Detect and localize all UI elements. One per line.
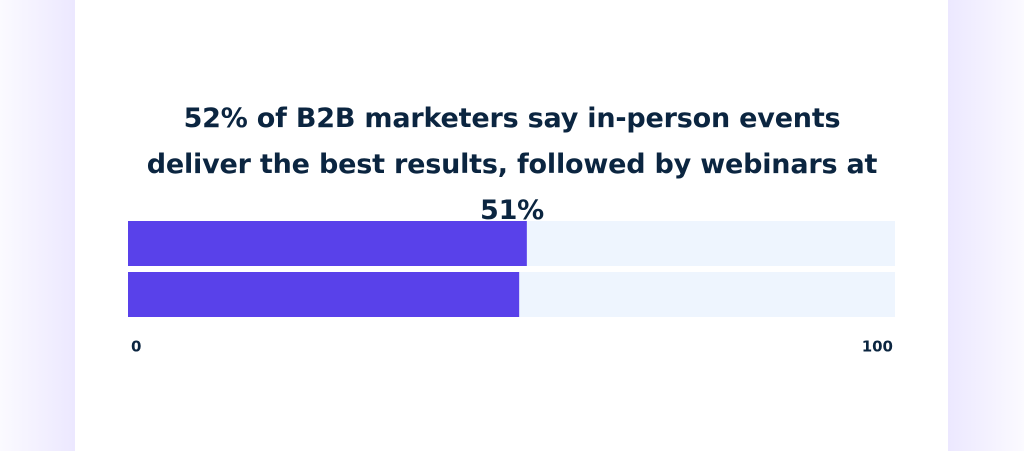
bar (128, 221, 527, 266)
bar (128, 272, 520, 317)
x-tick-label: 100 (862, 338, 893, 356)
x-tick-label: 0 (131, 338, 141, 356)
chart-title: 52% of B2B marketers say in-person event… (146, 103, 878, 226)
